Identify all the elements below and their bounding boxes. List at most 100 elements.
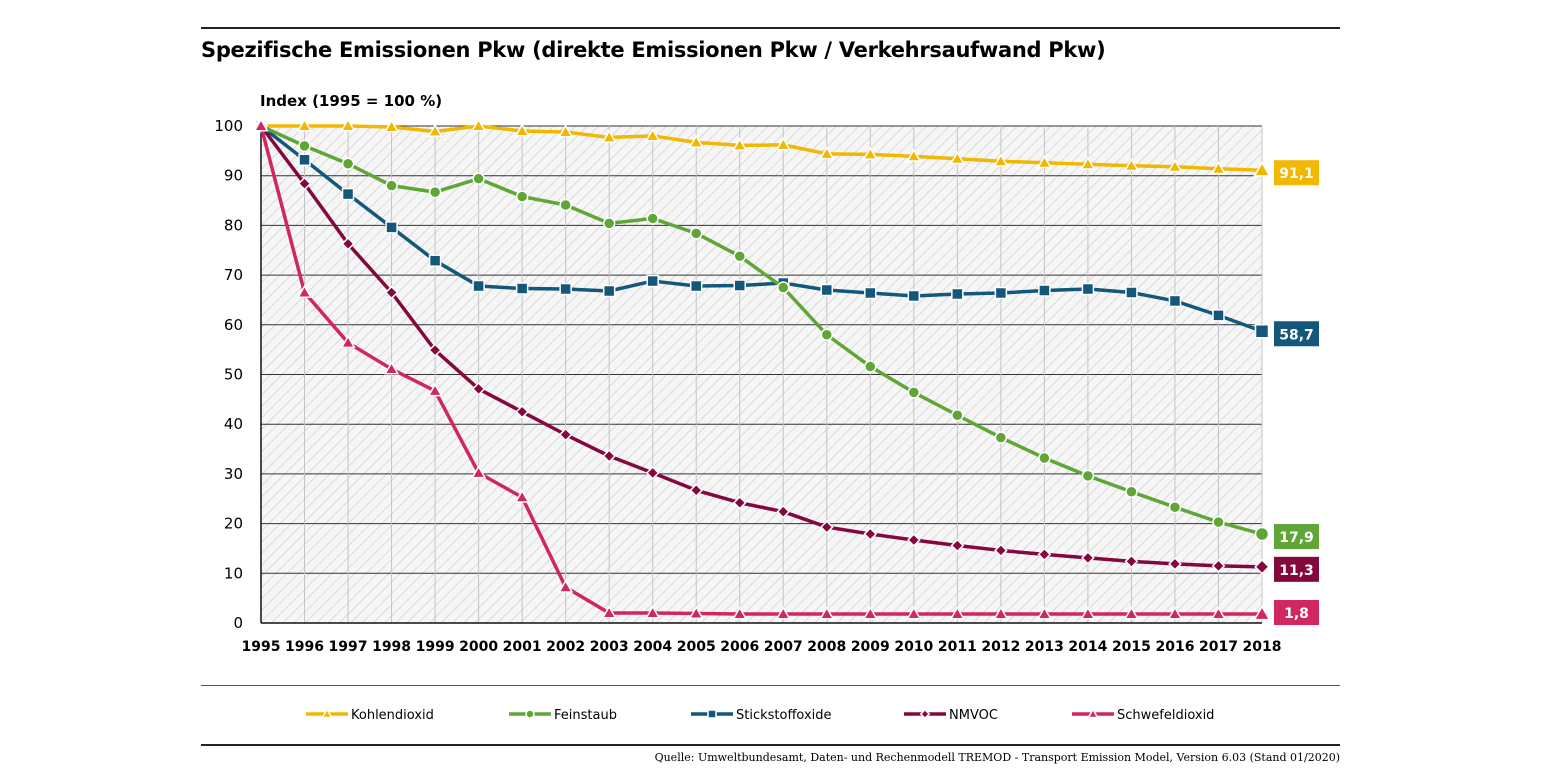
x-tick-label: 2010 (894, 639, 933, 655)
data-point (321, 707, 333, 719)
y-tick-label: 20 (224, 515, 243, 533)
data-point (472, 172, 485, 185)
data-point (688, 134, 704, 148)
x-tick-label: 2000 (459, 639, 498, 655)
legend-label: NMVOC (949, 708, 998, 723)
data-point (558, 427, 573, 442)
y-tick-label: 90 (224, 167, 243, 185)
data-point (1037, 547, 1052, 562)
data-point (1254, 558, 1270, 575)
y-tick-label: 30 (224, 465, 243, 483)
badge-background (1274, 556, 1319, 582)
data-point (297, 176, 312, 191)
legend-top-rule (201, 685, 1340, 686)
data-point (732, 606, 748, 620)
data-point (862, 606, 878, 620)
data-point (559, 198, 572, 212)
data-point (907, 289, 921, 303)
legend-item-feinstaub: Feinstaub (509, 708, 617, 723)
data-point (864, 286, 877, 300)
data-point (1123, 157, 1140, 172)
data-point (1125, 286, 1138, 299)
legend-item-schwefeldioxid: Schwefeldioxid (1072, 707, 1214, 723)
data-point (777, 281, 790, 294)
badge-label: 1,8 (1284, 606, 1309, 622)
data-point (994, 543, 1008, 558)
end-value-badge: 17,9 (1274, 524, 1319, 550)
data-point (689, 483, 704, 498)
data-point (602, 449, 617, 463)
x-tick-label: 1996 (285, 639, 324, 655)
x-tick-label: 2002 (546, 639, 585, 655)
x-tick-label: 2003 (590, 639, 629, 655)
data-point (427, 123, 443, 137)
data-point (1168, 500, 1182, 514)
data-point (951, 409, 964, 422)
x-tick-label: 2004 (633, 639, 672, 655)
x-tick-label: 2018 (1243, 639, 1282, 655)
badge-label: 17,9 (1279, 530, 1314, 546)
data-point (515, 404, 529, 419)
badge-label: 11,3 (1279, 563, 1314, 579)
data-point (428, 254, 442, 267)
data-point (558, 124, 574, 138)
data-point (732, 495, 747, 510)
series-stickstoffoxide (254, 119, 1270, 339)
data-point (602, 284, 616, 298)
data-point (776, 504, 791, 519)
data-point (515, 282, 529, 295)
data-point (1168, 557, 1182, 571)
end-value-badge: 58,7 (1274, 321, 1319, 347)
data-point (385, 221, 398, 234)
bottom-rule (201, 744, 1340, 746)
x-tick-label: 1997 (329, 639, 368, 655)
data-point (428, 343, 442, 357)
data-point (820, 283, 834, 297)
data-point (733, 249, 746, 263)
data-point (341, 157, 355, 171)
series-line (259, 124, 1263, 333)
x-tick-label: 2012 (981, 639, 1020, 655)
data-point (1254, 526, 1270, 542)
data-point (298, 153, 311, 167)
data-point (863, 527, 878, 541)
data-point (514, 123, 530, 137)
data-point (525, 709, 535, 719)
data-point (558, 579, 574, 593)
data-point (1254, 324, 1270, 339)
legend-item-kohlendioxid: Kohlendioxid (306, 707, 434, 723)
data-point (298, 139, 311, 153)
data-point (385, 179, 398, 192)
data-point (340, 118, 356, 132)
x-tick-label: 1999 (416, 639, 455, 655)
legend-label: Schwefeldioxid (1117, 708, 1214, 723)
data-point (1125, 485, 1138, 499)
y-tick-label: 50 (224, 366, 243, 384)
x-tick-label: 1995 (242, 639, 281, 655)
data-point (906, 533, 921, 547)
data-point (645, 605, 661, 619)
data-point (906, 606, 922, 620)
data-point (515, 190, 529, 203)
data-point (1036, 606, 1053, 620)
data-point (949, 150, 965, 165)
data-point (514, 489, 530, 503)
x-tick-label: 2016 (1155, 639, 1194, 655)
series-line (259, 125, 1262, 616)
badge-label: 91,1 (1279, 166, 1314, 182)
x-tick-label: 2008 (807, 639, 846, 655)
y-tick-label: 40 (224, 415, 243, 433)
data-point (950, 538, 965, 553)
y-tick-label: 10 (224, 564, 243, 582)
data-point (601, 605, 617, 619)
data-point (689, 279, 703, 293)
data-point (1081, 551, 1095, 565)
data-point (1081, 469, 1095, 483)
badge-background (1274, 160, 1319, 186)
data-point (688, 605, 704, 620)
badge-label: 58,7 (1279, 327, 1314, 343)
x-tick-label: 2017 (1199, 639, 1238, 655)
legend-label: Stickstoffoxide (736, 708, 832, 723)
source-note: Quelle: Umweltbundesamt, Daten- und Rech… (654, 751, 1340, 764)
